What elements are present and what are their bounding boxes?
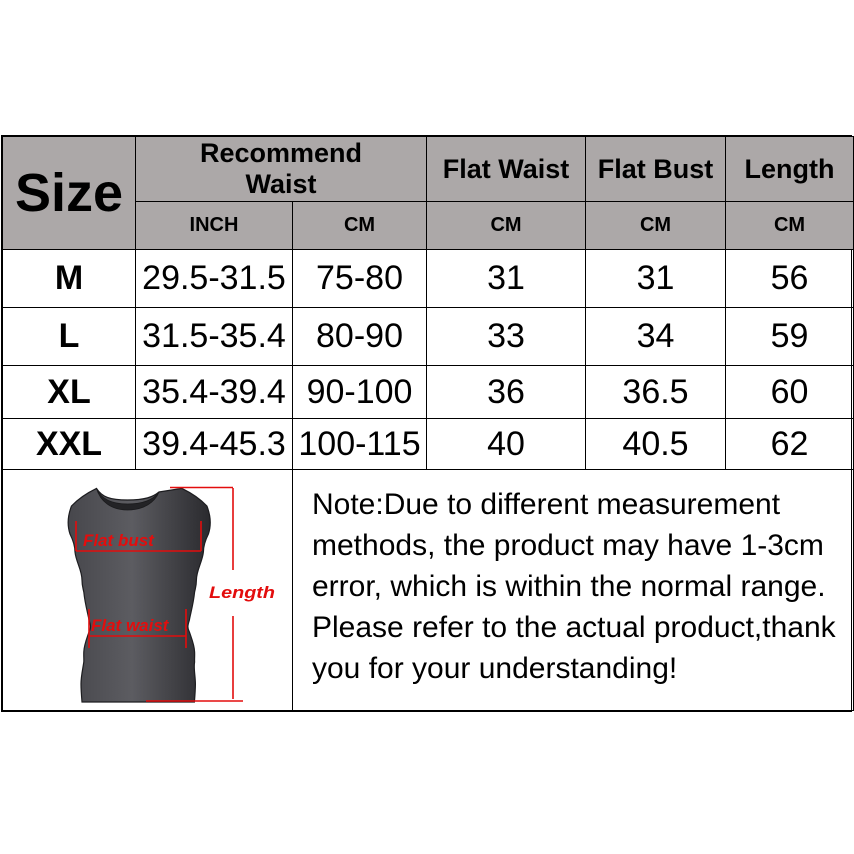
svg-text:Flat waist: Flat waist (91, 616, 170, 635)
svg-text:Flat bust: Flat bust (83, 531, 155, 550)
svg-text:Length: Length (209, 583, 275, 602)
